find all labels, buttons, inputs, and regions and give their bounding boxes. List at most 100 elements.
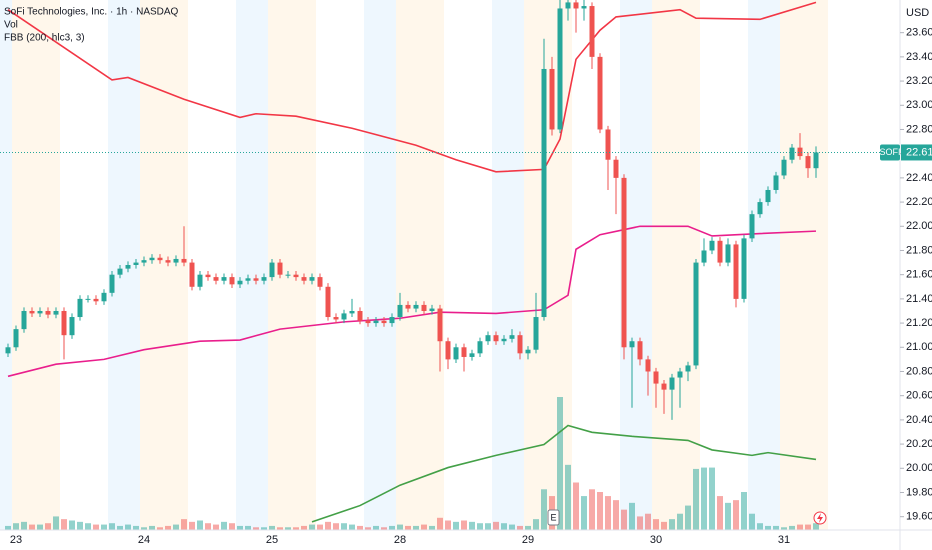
- volume-bar: [645, 513, 651, 530]
- y-tick-label: 23.60: [906, 27, 932, 39]
- candle-body: [325, 286, 331, 318]
- volume-bar: [693, 468, 699, 530]
- volume-bar: [85, 523, 91, 530]
- x-tick-label: 31: [778, 534, 790, 546]
- volume-bar: [381, 527, 387, 530]
- volume-bar: [69, 520, 75, 530]
- candle-body: [125, 265, 131, 269]
- candle-body: [509, 335, 515, 339]
- x-tick-label: 24: [138, 534, 150, 546]
- y-tick-label: 22.00: [906, 220, 932, 232]
- candle-body: [693, 262, 699, 366]
- candle-body: [517, 335, 523, 354]
- symbol-badge: [880, 144, 900, 161]
- indicator-label: FBB (200, hlc3, 3): [4, 33, 85, 44]
- volume-bar: [333, 523, 339, 530]
- post-market-band: [364, 0, 396, 530]
- candle-body: [405, 304, 411, 309]
- indicator-line: [311, 424, 817, 523]
- x-tick-label: 29: [522, 534, 534, 546]
- volume-bar: [325, 521, 331, 530]
- candle-body: [133, 262, 139, 265]
- volume-bar: [629, 502, 635, 530]
- candle-body: [645, 359, 651, 372]
- volume-bar: [581, 496, 587, 530]
- candle-body: [797, 147, 803, 157]
- pre-market-band: [268, 0, 316, 530]
- y-tick-label: 23.20: [906, 75, 932, 87]
- candle-body: [77, 298, 83, 318]
- candle-body: [13, 329, 19, 348]
- candle-body: [477, 341, 483, 354]
- y-tick-label: 19.60: [906, 511, 932, 523]
- candle-body: [437, 308, 443, 342]
- volume-bar: [453, 521, 459, 530]
- volume-bar: [733, 500, 739, 530]
- volume-bar: [589, 489, 595, 530]
- candle-body: [549, 68, 555, 130]
- volume-bar: [477, 523, 483, 530]
- candle-body: [61, 310, 67, 336]
- candle-body: [741, 238, 747, 299]
- chart-title: SoFi Technologies, Inc. · 1h · NASDAQ: [4, 7, 179, 18]
- volume-bar: [741, 492, 747, 530]
- candle-body: [173, 258, 179, 263]
- volume-bar: [557, 397, 563, 530]
- last-price-label: 22.61: [906, 146, 932, 158]
- y-tick-label: 20.80: [906, 365, 932, 377]
- volume-bar: [53, 516, 59, 530]
- candle-body: [5, 347, 11, 354]
- candle-body: [245, 278, 251, 281]
- volume-bar: [133, 525, 139, 530]
- volume-bar: [509, 524, 515, 530]
- candle-body: [725, 244, 731, 263]
- volume-bar: [189, 521, 195, 530]
- candle-body: [285, 274, 291, 276]
- volume-bar: [93, 524, 99, 530]
- volume-bar: [677, 513, 683, 530]
- candle-body: [781, 159, 787, 176]
- volume-bar: [77, 521, 83, 530]
- candle-body: [533, 317, 539, 350]
- candle-body: [757, 202, 763, 215]
- volume-bar: [5, 525, 11, 530]
- volume-bar: [613, 500, 619, 530]
- volume-bar: [533, 519, 539, 530]
- volume-bar: [149, 525, 155, 530]
- candle-body: [309, 277, 315, 281]
- candle-body: [541, 68, 547, 318]
- volume-bar: [141, 527, 147, 530]
- pre-market-band: [524, 0, 572, 530]
- volume-bar: [277, 527, 283, 530]
- volume-bar: [421, 524, 427, 530]
- candle-body: [21, 310, 27, 330]
- candle-body: [365, 320, 371, 324]
- candle-body: [269, 262, 275, 278]
- last-price-badge: [901, 144, 932, 161]
- volume-bar: [341, 523, 347, 530]
- volume-bar: [525, 525, 531, 530]
- candle-body: [157, 257, 163, 261]
- post-market-band: [0, 0, 12, 530]
- candle-body: [661, 383, 667, 390]
- candle-body: [461, 347, 467, 357]
- volume-bar: [301, 525, 307, 530]
- volume-bar: [413, 525, 419, 530]
- pre-market-band: [652, 0, 700, 530]
- candle-body: [69, 317, 75, 336]
- candle-body: [277, 262, 283, 275]
- candle-body: [357, 310, 363, 321]
- candle-body: [213, 277, 219, 281]
- candle-body: [181, 258, 187, 263]
- volume-bar: [773, 525, 779, 530]
- volume-bar: [205, 523, 211, 530]
- volume-bar: [789, 525, 795, 530]
- plot-area: [0, 0, 900, 530]
- candle-body: [701, 250, 707, 263]
- candle-body: [373, 320, 379, 324]
- volume-bar: [253, 527, 259, 530]
- volume-bar: [725, 502, 731, 530]
- indicator-line: [7, 225, 817, 378]
- x-tick-label: 30: [650, 534, 662, 546]
